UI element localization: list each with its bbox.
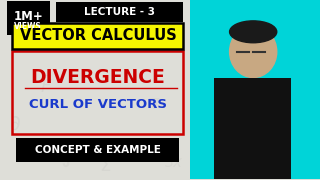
Text: $\nabla\cdot$: $\nabla\cdot$ bbox=[148, 97, 166, 112]
Text: $3x$: $3x$ bbox=[163, 154, 184, 170]
FancyBboxPatch shape bbox=[16, 138, 180, 162]
FancyBboxPatch shape bbox=[56, 2, 183, 22]
Ellipse shape bbox=[229, 26, 277, 78]
Ellipse shape bbox=[229, 21, 277, 43]
Text: $\nabla\times$: $\nabla\times$ bbox=[128, 38, 154, 53]
Text: VECTOR CALCULUS: VECTOR CALCULUS bbox=[20, 28, 176, 43]
Text: DIVERGENCE: DIVERGENCE bbox=[30, 68, 165, 87]
Text: $\Sigma$: $\Sigma$ bbox=[99, 157, 111, 175]
FancyBboxPatch shape bbox=[190, 0, 320, 179]
FancyBboxPatch shape bbox=[214, 78, 291, 179]
FancyBboxPatch shape bbox=[12, 23, 183, 49]
Text: $\nabla$: $\nabla$ bbox=[13, 28, 30, 48]
Text: $\int$: $\int$ bbox=[60, 137, 75, 170]
FancyBboxPatch shape bbox=[6, 1, 50, 35]
Text: LECTURE - 3: LECTURE - 3 bbox=[84, 7, 155, 17]
Text: 1M+: 1M+ bbox=[13, 10, 43, 23]
Text: VIEWS: VIEWS bbox=[14, 22, 42, 31]
Text: $\vec{F}$: $\vec{F}$ bbox=[40, 75, 52, 97]
Text: CONCEPT & EXAMPLE: CONCEPT & EXAMPLE bbox=[35, 145, 161, 155]
Text: CURL OF VECTORS: CURL OF VECTORS bbox=[29, 98, 167, 111]
Text: $\partial$: $\partial$ bbox=[10, 114, 21, 134]
